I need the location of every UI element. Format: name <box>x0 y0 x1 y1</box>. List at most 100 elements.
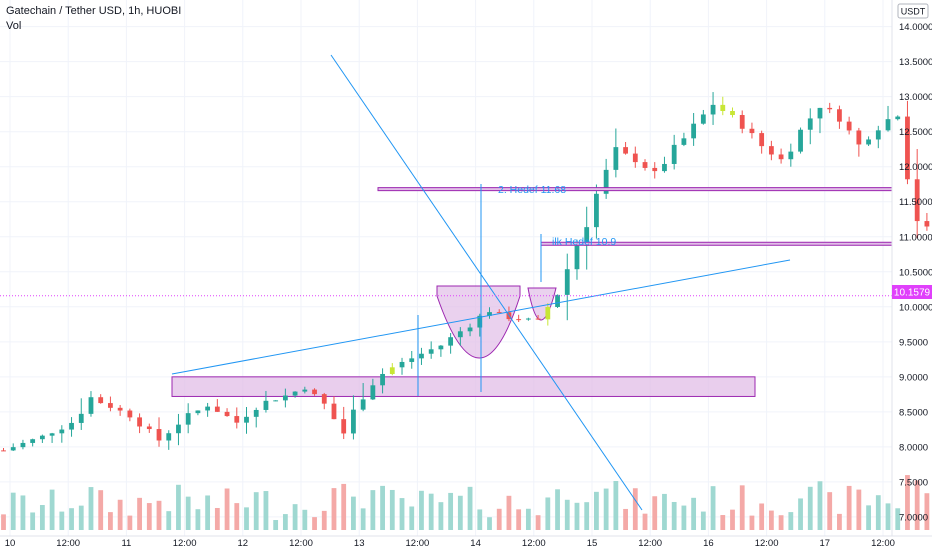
volume-bar <box>176 484 181 530</box>
candle-body <box>827 107 833 110</box>
candle-body <box>389 367 395 374</box>
candle-body <box>30 439 36 443</box>
volume-bar <box>78 505 84 530</box>
volume-bar <box>185 496 191 530</box>
volume-bar <box>564 499 570 530</box>
candle-body <box>652 167 658 172</box>
volume-bar <box>905 475 910 530</box>
volume-bar <box>234 503 240 530</box>
candle-body <box>108 403 113 408</box>
volume-bar <box>409 506 415 530</box>
x-tick-label: 12:00 <box>173 538 197 549</box>
volume-bars <box>1 475 930 530</box>
candle-body <box>525 318 531 320</box>
volume-bar <box>487 517 492 530</box>
volume-bar <box>710 486 716 530</box>
volume-bar <box>700 511 706 530</box>
candle-body <box>351 409 356 434</box>
y-tick-label: 7.0000 <box>899 512 928 523</box>
x-tick-label: 13 <box>354 538 365 549</box>
volume-bar <box>525 508 531 530</box>
volume-bar <box>652 496 658 530</box>
candle-body <box>39 435 45 440</box>
volume-bar <box>253 492 259 530</box>
candle-body <box>409 358 415 362</box>
candle-body <box>166 433 172 441</box>
candle-body <box>49 433 55 436</box>
x-tick-label: 12:00 <box>755 538 779 549</box>
candle-body <box>428 349 434 354</box>
candle-body <box>837 109 842 122</box>
volume-bar <box>632 488 638 530</box>
y-tick-label: 8.5000 <box>899 407 928 418</box>
descending-trendline <box>330 54 643 511</box>
candle-body <box>768 146 774 155</box>
currency-badge-label: USDT <box>901 7 926 17</box>
candle-body <box>516 319 522 321</box>
volume-bar <box>156 500 162 530</box>
volume-bar <box>360 508 366 530</box>
candle-body <box>642 162 648 168</box>
volume-bar <box>137 497 142 530</box>
volume-bar <box>195 509 201 530</box>
candle-body <box>214 406 220 412</box>
volume-bar <box>914 480 920 530</box>
volume-bar <box>885 503 891 530</box>
y-tick-label: 11.0000 <box>899 232 932 243</box>
candle-body <box>438 345 444 350</box>
candle-body <box>360 399 366 410</box>
target1-annotation: ilk Hedef 10.9 <box>552 236 616 248</box>
volume-bar <box>730 509 735 530</box>
volume-bar <box>380 485 385 530</box>
volume-bar <box>341 483 347 530</box>
volume-bar <box>30 512 36 530</box>
x-tick-label: 17 <box>820 538 831 549</box>
volume-bar <box>817 481 823 530</box>
candle-body <box>817 107 823 119</box>
candle-body <box>10 447 16 451</box>
candle-body <box>496 312 502 314</box>
volume-bar <box>594 491 599 530</box>
volume-bar <box>535 515 541 530</box>
candle-body <box>292 391 298 396</box>
volume-bar <box>389 489 395 530</box>
volume-bar <box>827 492 833 530</box>
volume-bar <box>846 485 852 530</box>
candle-body <box>924 221 930 227</box>
volume-bar <box>39 505 45 530</box>
volume-bar <box>457 495 463 530</box>
volume-bar <box>691 497 697 530</box>
volume-bar <box>117 499 123 530</box>
candle-body <box>866 139 871 145</box>
volume-bar <box>778 515 784 530</box>
candle-body <box>20 442 26 448</box>
x-tick-label: 11 <box>121 538 131 549</box>
candle-body <box>399 361 405 368</box>
y-tick-label: 13.5000 <box>899 57 932 68</box>
volume-bar <box>623 508 628 530</box>
y-tick-label: 10.5000 <box>899 267 932 278</box>
candle-body <box>380 373 385 386</box>
candle-body <box>156 429 162 441</box>
candle-body <box>535 318 541 320</box>
candle-body <box>224 411 230 417</box>
y-axis-ticks: 7.0000 7.5000 8.0000 8.5000 9.0000 9.5000 10.0… <box>899 22 932 523</box>
volume-bar <box>477 509 483 530</box>
candle-body <box>574 245 580 270</box>
candle-body <box>875 130 881 140</box>
volume-bar <box>516 509 522 530</box>
candle-body <box>885 119 891 131</box>
y-tick-label: 12.5000 <box>899 127 932 138</box>
y-tick-label: 9.5000 <box>899 337 928 348</box>
candle-body <box>905 116 910 180</box>
candle-body <box>671 144 677 164</box>
candle-body <box>253 409 259 417</box>
volume-bar <box>166 511 172 530</box>
volume-bar <box>603 488 609 530</box>
volume-bar <box>331 488 337 530</box>
volume-bar <box>895 508 901 530</box>
volume-bar <box>739 485 745 530</box>
currency-badge[interactable] <box>897 3 929 19</box>
candle-body <box>273 400 279 402</box>
